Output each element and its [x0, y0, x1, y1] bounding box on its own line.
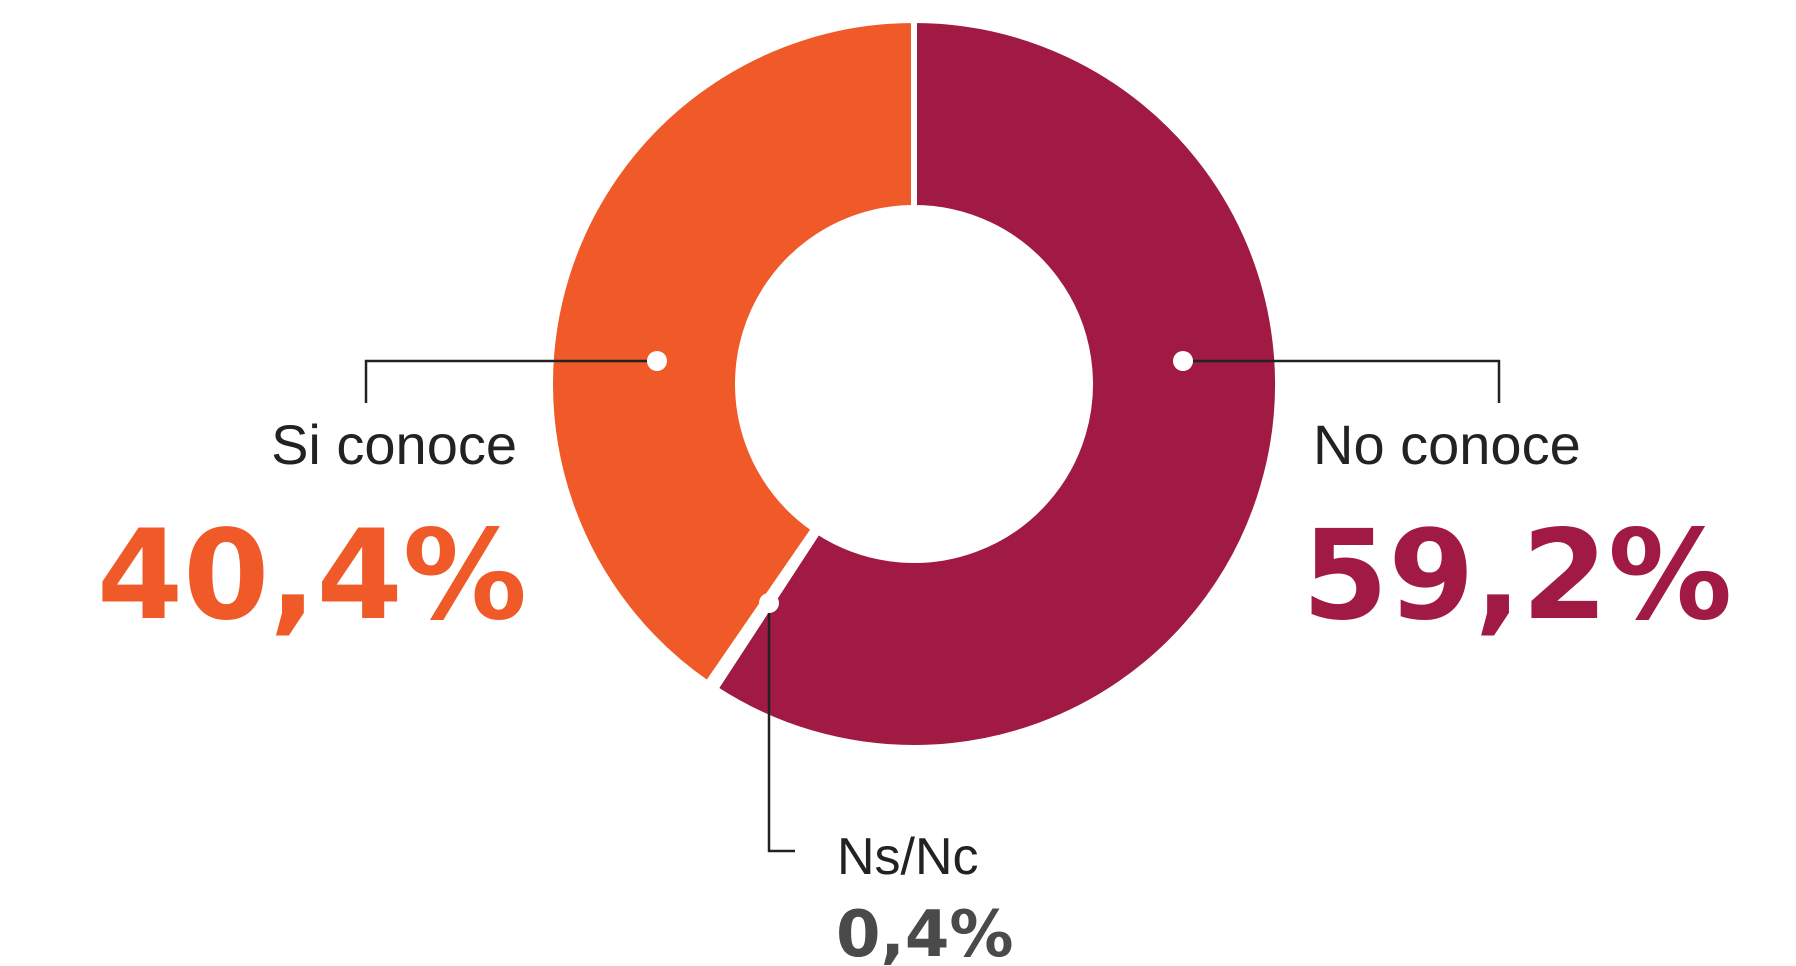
nsnc-value: 0,4% [836, 898, 1014, 966]
donut-slices [547, 17, 1281, 751]
no-conoce-callout-line [1183, 359, 1501, 403]
si-conoce-callout-dot [647, 351, 667, 371]
nsnc-callout-line [767, 603, 795, 853]
no-conoce-value: 59,2% [1302, 504, 1732, 648]
nsnc-label: Ns/Nc [837, 828, 979, 886]
slice-si-conoce [547, 17, 917, 687]
si-conoce-label: Si conoce [271, 413, 517, 476]
slice-no-conoce [712, 17, 1281, 751]
no-conoce-label: No conoce [1313, 413, 1581, 476]
nsnc-callout-dot [759, 593, 779, 613]
callout-lines [364, 351, 1501, 853]
si-conoce-callout-line [364, 359, 657, 403]
si-conoce-value: 40,4% [97, 504, 527, 648]
no-conoce-callout-dot [1173, 351, 1193, 371]
